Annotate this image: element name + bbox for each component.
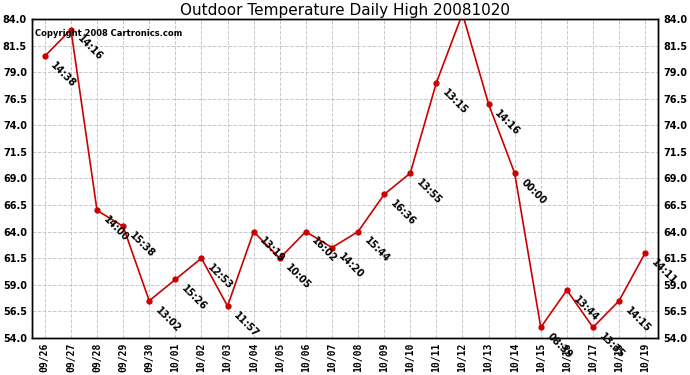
Text: 14:15: 14:15 [623,305,652,334]
Text: 15:38: 15:38 [127,231,157,260]
Text: 14:00: 14:00 [101,214,130,243]
Text: 14:38: 14:38 [49,60,78,89]
Text: 13:35: 13:35 [597,332,626,360]
Text: 13:02: 13:02 [153,305,182,334]
Text: 14:20: 14:20 [336,252,365,281]
Text: 13:15: 13:15 [440,87,469,116]
Text: 13:19: 13:19 [258,236,287,265]
Text: 14:16: 14:16 [493,108,522,137]
Text: 12:53: 12:53 [206,262,235,291]
Text: 13:44: 13:44 [571,294,600,323]
Text: 11:57: 11:57 [232,310,261,339]
Text: Copyright 2008 Cartronics.com: Copyright 2008 Cartronics.com [35,28,182,38]
Text: 13:54: 13:54 [0,374,1,375]
Text: 08:39: 08:39 [545,332,574,361]
Text: 15:44: 15:44 [362,236,391,265]
Text: 14:16: 14:16 [75,34,104,63]
Text: 13:55: 13:55 [415,177,444,206]
Text: 00:00: 00:00 [519,177,548,206]
Text: 16:36: 16:36 [388,199,417,228]
Title: Outdoor Temperature Daily High 20081020: Outdoor Temperature Daily High 20081020 [180,3,510,18]
Text: 14:11: 14:11 [649,257,678,286]
Text: 10:05: 10:05 [284,262,313,291]
Text: 15:26: 15:26 [179,284,208,313]
Text: 16:02: 16:02 [310,236,339,265]
